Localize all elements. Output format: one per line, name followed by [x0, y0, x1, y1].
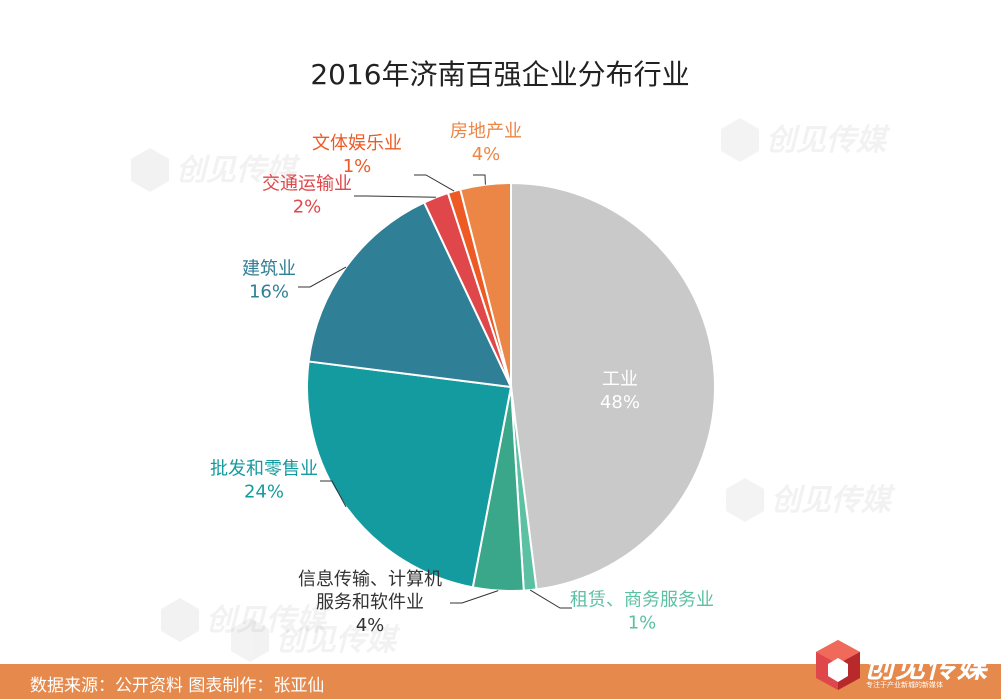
- slice-8: [459, 181, 512, 388]
- brand-name: 创见传媒: [864, 650, 988, 685]
- slice-6-label: 交通运输业 2%: [262, 174, 352, 218]
- svg-text:创见传媒: 创见传媒: [206, 603, 331, 638]
- slice-3-leader-line: [450, 590, 499, 604]
- pie-slices: [306, 181, 716, 592]
- slice-8-leader-line: [473, 174, 486, 185]
- svg-text:创见传媒: 创见传媒: [176, 153, 301, 188]
- slice-3-label: 信息传输、计算机服务和软件业 4%: [298, 569, 442, 636]
- source-note: 数据来源：公开资料 图表制作：张亚仙: [30, 676, 325, 696]
- watermark: 创见传媒: [131, 148, 301, 192]
- watermark: 创见传媒: [726, 478, 896, 522]
- watermark: 创见传媒: [161, 598, 331, 642]
- watermark: 创见传媒: [231, 618, 401, 662]
- slice-7-label: 文体娱乐业 1%: [312, 133, 402, 177]
- watermark: 创见传媒: [721, 118, 891, 162]
- slice-4-label: 批发和零售业 24%: [210, 459, 318, 503]
- slice-1-label: 工业 48%: [600, 369, 640, 413]
- slice-5-label: 建筑业 16%: [242, 259, 296, 303]
- svg-text:创见传媒: 创见传媒: [276, 623, 401, 658]
- slice-7-leader-line: [414, 174, 455, 192]
- brand-slogan: 专注于产业新城的新媒体: [866, 681, 943, 689]
- slice-labels: 工业 48% 租赁、商务服务业 1% 信息传输、计算机服务和软件业 4% 批发和零售业 24%…: [210, 121, 714, 636]
- slice-1: [510, 181, 716, 591]
- chart-title: 2016年济南百强企业分布行业: [310, 58, 689, 91]
- slice-5-leader-line: [298, 266, 347, 288]
- svg-text:创见传媒: 创见传媒: [766, 123, 891, 158]
- slice-2-label: 租赁、商务服务业 1%: [570, 590, 714, 634]
- slice-2-leader-line: [529, 589, 572, 609]
- brand-cube-icon: [816, 640, 860, 690]
- slice-4-leader-line: [320, 480, 347, 508]
- slice-8-label: 房地产业 4%: [450, 121, 522, 165]
- slice-6-leader-line: [354, 195, 436, 198]
- svg-text:创见传媒: 创见传媒: [771, 483, 896, 518]
- brand-logo: 创见传媒 专注于产业新城的新媒体: [812, 636, 992, 696]
